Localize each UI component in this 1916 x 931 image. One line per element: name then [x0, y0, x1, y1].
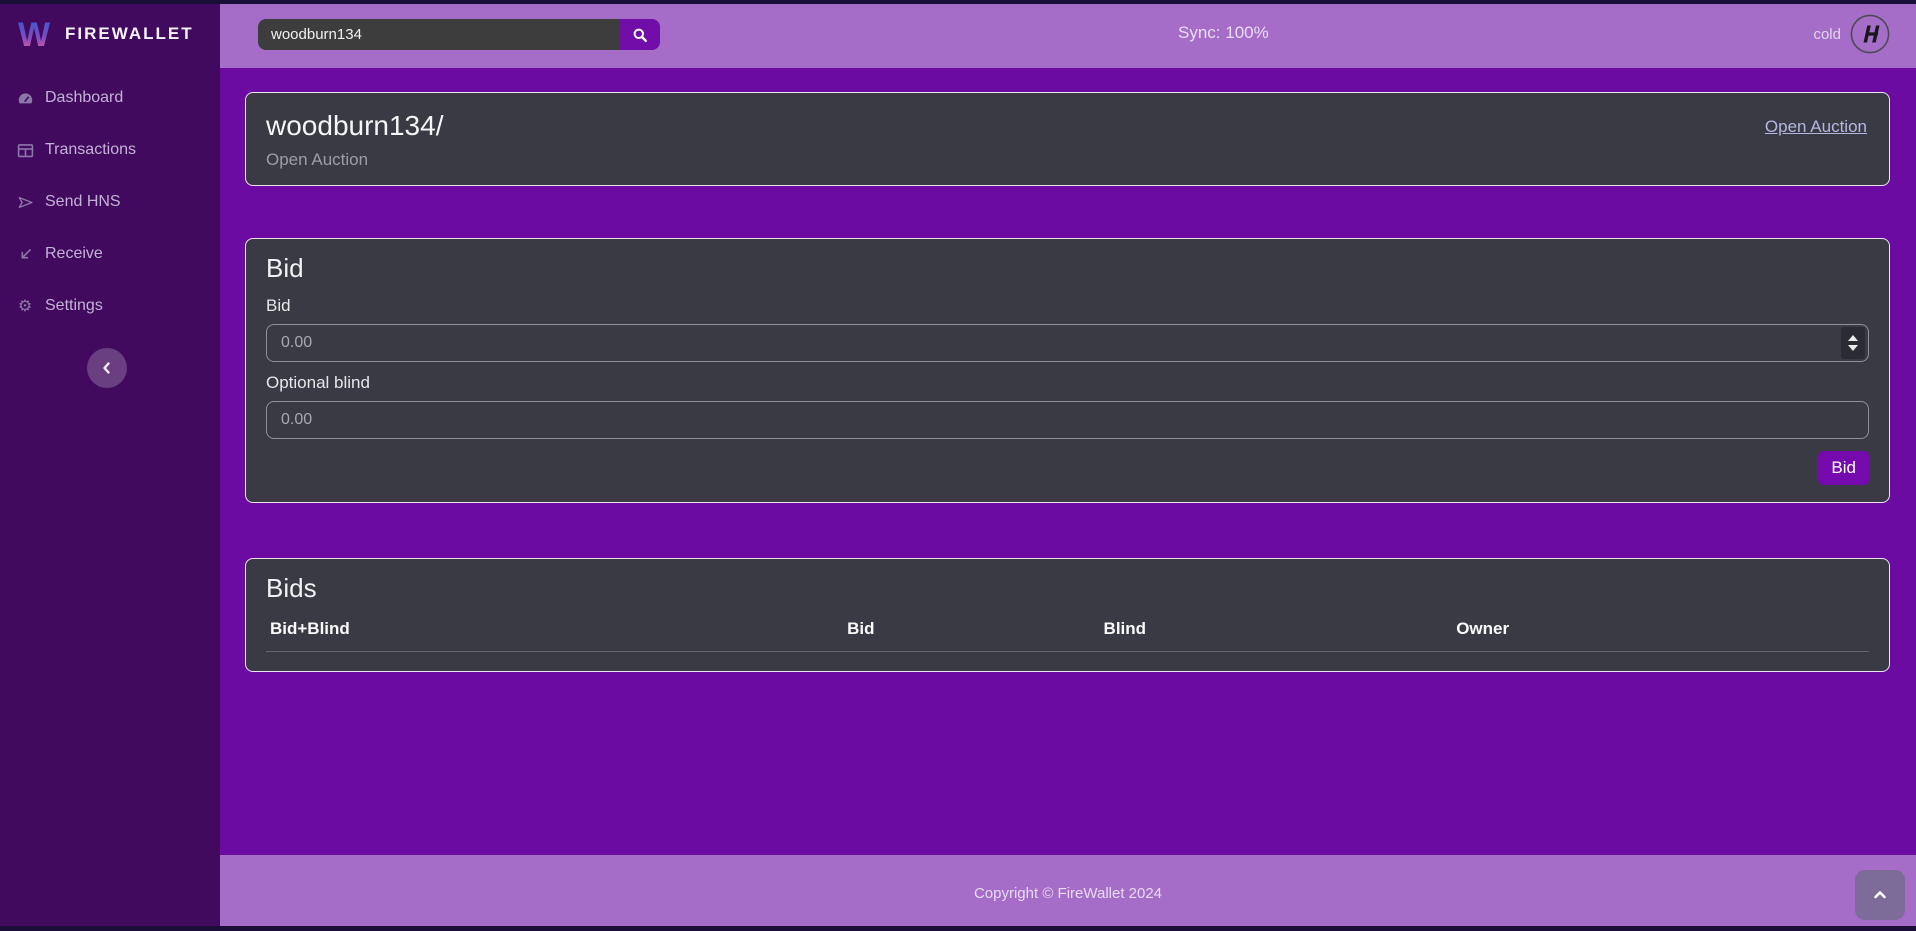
brand: W FIREWALLET: [0, 0, 220, 68]
bid-card-heading: Bid: [266, 253, 304, 283]
firewallet-w-logo: W: [14, 14, 54, 54]
scroll-to-top-button[interactable]: [1855, 870, 1905, 920]
col-bid-plus-blind: Bid+Blind: [266, 619, 844, 652]
bid-amount-input[interactable]: [266, 324, 1869, 362]
brand-name: FIREWALLET: [65, 24, 194, 43]
topbar: Sync: 100% cold: [220, 0, 1916, 68]
sidebar-item-dashboard[interactable]: Dashboard: [0, 72, 220, 124]
bids-card-heading: Bids: [266, 573, 317, 603]
copyright-text: Copyright © FireWallet 2024: [973, 884, 1163, 902]
sidebar-item-send-hns[interactable]: Send HNS: [0, 176, 220, 228]
search-group: [258, 19, 660, 50]
receive-icon: [16, 245, 34, 263]
footer: Copyright © FireWallet 2024: [220, 855, 1916, 931]
chevron-left-icon: [99, 360, 115, 376]
window-edge-bottom: [0, 926, 1916, 931]
gear-icon: ⚙: [17, 296, 33, 315]
send-icon: [16, 193, 34, 211]
window-edge-top: [0, 0, 1916, 4]
svg-text:W: W: [18, 16, 51, 54]
sidebar-nav: Dashboard Transactions Send HNS: [0, 72, 220, 332]
sidebar-item-label: Dashboard: [45, 89, 124, 106]
bid-field-label: Bid: [266, 296, 291, 315]
sidebar-item-label: Transactions: [45, 141, 136, 158]
stepper-down-icon[interactable]: [1848, 345, 1858, 351]
table-icon: [16, 141, 34, 159]
open-auction-link[interactable]: Open Auction: [1764, 117, 1867, 136]
sidebar-item-label: Receive: [45, 245, 103, 262]
domain-title: woodburn134/: [266, 110, 444, 141]
domain-card: woodburn134/ Open Auction Open Auction: [245, 92, 1890, 186]
search-button[interactable]: [620, 19, 660, 50]
col-blind: Blind: [1099, 619, 1453, 652]
bid-submit-button[interactable]: Bid: [1818, 451, 1869, 485]
sync-status: Sync: 100%: [1178, 23, 1269, 42]
sidebar-item-label: Settings: [45, 297, 103, 314]
sidebar-item-settings[interactable]: ⚙ Settings: [0, 280, 220, 332]
col-bid: Bid: [843, 619, 1100, 652]
number-stepper[interactable]: [1841, 327, 1865, 359]
chevron-up-icon: [1871, 886, 1889, 904]
sidebar-collapse-button[interactable]: [87, 348, 127, 388]
bid-card: Bid Bid Optional blind Bid: [245, 238, 1890, 503]
wallet-group: cold: [1813, 14, 1890, 54]
sidebar-item-transactions[interactable]: Transactions: [0, 124, 220, 176]
col-owner: Owner: [1452, 619, 1869, 652]
bids-card: Bids Bid+Blind Bid Blind Owner: [245, 558, 1890, 672]
bid-field-wrap: [266, 324, 1869, 362]
search-input[interactable]: [258, 19, 620, 50]
bids-table: Bid+Blind Bid Blind Owner: [266, 619, 1869, 652]
bids-table-header-row: Bid+Blind Bid Blind Owner: [266, 619, 1869, 652]
bid-button-row: Bid: [266, 451, 1869, 485]
blind-field-wrap: [266, 401, 1869, 439]
stepper-up-icon[interactable]: [1848, 335, 1858, 341]
sidebar-item-label: Send HNS: [45, 193, 121, 210]
search-icon: [632, 27, 648, 43]
domain-state-label: Open Auction: [266, 150, 369, 169]
blind-field-label: Optional blind: [266, 373, 370, 392]
blind-amount-input[interactable]: [266, 401, 1869, 439]
main-content: woodburn134/ Open Auction Open Auction B…: [220, 68, 1916, 855]
handshake-logo-icon[interactable]: [1850, 14, 1890, 54]
sidebar: W FIREWALLET Dashboard Transact: [0, 0, 220, 931]
gauge-icon: [16, 89, 34, 107]
sidebar-item-receive[interactable]: Receive: [0, 228, 220, 280]
wallet-name-label: cold: [1813, 25, 1841, 43]
